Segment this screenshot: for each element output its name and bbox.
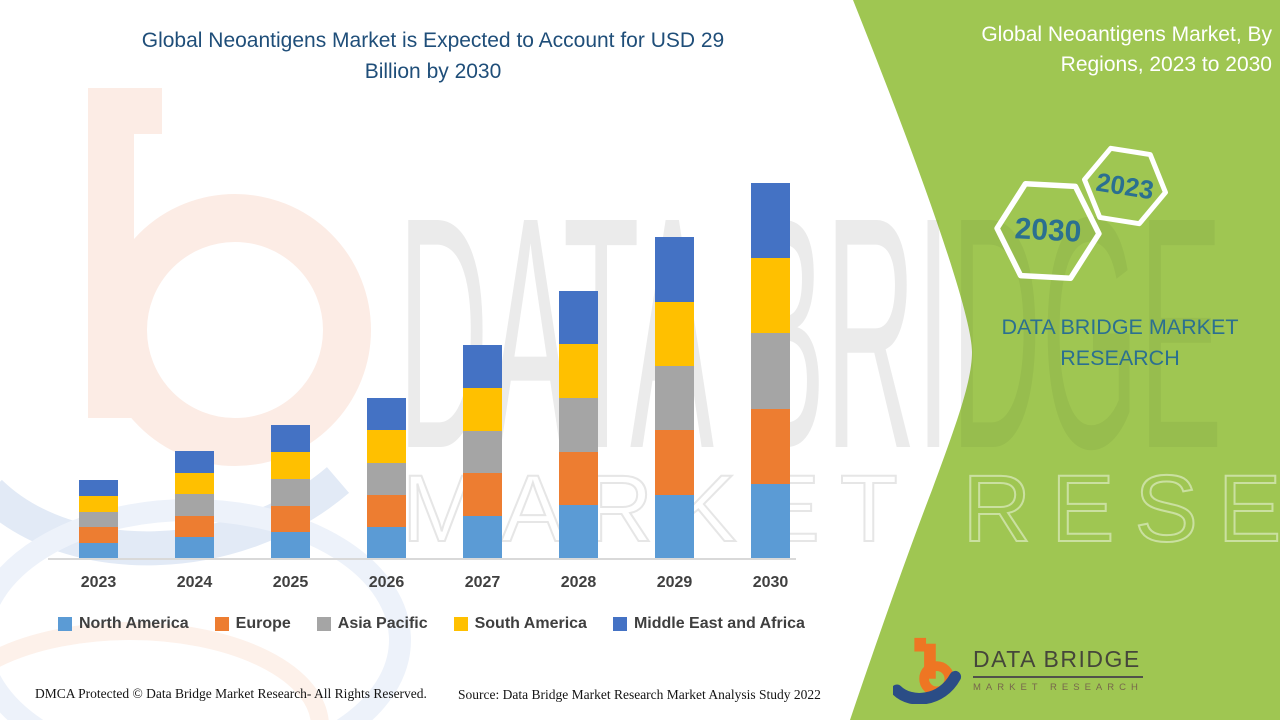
bar-2030: [751, 183, 790, 559]
dbmr-logo-text: DATA BRIDGE MARKET RESEARCH: [973, 646, 1143, 693]
bar-2026-segment-middle-east-and-africa: [367, 398, 406, 431]
x-axis-label-2025: 2025: [272, 574, 309, 591]
bar-2027-segment-europe: [463, 473, 502, 517]
bar-2024-segment-south-america: [175, 472, 214, 495]
dmca-footer-text: DMCA Protected © Data Bridge Market Rese…: [35, 686, 427, 701]
bar-2024-segment-north-america: [175, 537, 214, 559]
bar-2030-segment-europe: [751, 408, 790, 484]
bar-2026-segment-asia-pacific: [367, 462, 406, 495]
bar-2027-segment-north-america: [463, 516, 502, 559]
bar-2028: [559, 290, 598, 559]
panel-brand-text: DATA BRIDGE MARKET RESEARCH: [975, 312, 1265, 374]
bar-2026: [367, 398, 406, 559]
panel-title: Global Neoantigens Market, By Regions, 2…: [912, 20, 1272, 80]
x-axis-label-2024: 2024: [176, 574, 213, 591]
bar-2028-segment-middle-east-and-africa: [559, 290, 598, 345]
legend-label: South America: [474, 615, 587, 632]
dbmr-logo-title: DATA BRIDGE: [973, 646, 1143, 678]
bar-2026-segment-south-america: [367, 430, 406, 463]
bar-2026-segment-europe: [367, 494, 406, 527]
chart-title-line-2: Billion by 2030: [364, 60, 502, 83]
bar-2028-segment-europe: [559, 451, 598, 506]
bar-2029-segment-south-america: [655, 301, 694, 367]
bar-2030-segment-north-america: [751, 483, 790, 559]
legend-swatch-icon: [316, 617, 331, 631]
x-axis-label-2029: 2029: [656, 574, 693, 591]
bar-2030-segment-south-america: [751, 258, 790, 334]
hexagon-2030: 2030: [991, 177, 1104, 285]
legend-swatch-icon: [612, 617, 627, 631]
panel-title-line-1: Global Neoantigens Market, By: [981, 23, 1272, 46]
x-axis-line: [48, 558, 796, 560]
bar-2025-segment-middle-east-and-africa: [271, 425, 310, 453]
plot-area: [0, 183, 853, 559]
x-axis-label-2026: 2026: [368, 574, 405, 591]
bar-2023-segment-europe: [79, 527, 118, 544]
x-axis-label-2023: 2023: [80, 574, 117, 591]
bar-2025-segment-south-america: [271, 452, 310, 479]
hexagon-2030-label: 2030: [1013, 212, 1083, 249]
x-axis-label-2030: 2030: [752, 574, 789, 591]
x-axis-label-2028: 2028: [560, 574, 597, 591]
legend-label: Europe: [235, 615, 291, 632]
bar-2030-segment-middle-east-and-africa: [751, 183, 790, 259]
bar-2029: [655, 237, 694, 559]
x-axis-labels: 2023 2024 2025 2026 2027 2028 2029 2030: [0, 574, 853, 598]
panel-title-line-2: Regions, 2023 to 2030: [1060, 53, 1272, 76]
dbmr-logo: DATA BRIDGE MARKET RESEARCH: [893, 634, 1143, 704]
bar-2030-segment-asia-pacific: [751, 333, 790, 409]
legend-item-asia-pacific: Asia Pacific: [316, 615, 428, 633]
bar-2029-segment-middle-east-and-africa: [655, 237, 694, 302]
legend-swatch-icon: [214, 617, 229, 631]
chart-legend: North America Europe Asia Pacific South Ame…: [58, 615, 805, 633]
bar-2024-segment-europe: [175, 515, 214, 538]
bar-2027-segment-south-america: [463, 387, 502, 431]
hexagon-2023: 2023: [1075, 140, 1174, 233]
bar-2028-segment-south-america: [559, 344, 598, 398]
bar-2028-segment-north-america: [559, 505, 598, 559]
legend-item-south-america: South America: [453, 615, 587, 633]
bar-2026-segment-north-america: [367, 526, 406, 559]
bar-2028-segment-asia-pacific: [559, 397, 598, 452]
bar-2029-segment-north-america: [655, 494, 694, 559]
legend-item-middle-east-and-africa: Middle East and Africa: [612, 615, 805, 633]
source-footer-text: Source: Data Bridge Market Research Mark…: [458, 687, 821, 702]
bar-2025: [271, 425, 310, 559]
bar-2027-segment-middle-east-and-africa: [463, 345, 502, 388]
bar-2024-segment-middle-east-and-africa: [175, 451, 214, 473]
legend-swatch-icon: [58, 617, 72, 631]
legend-swatch-icon: [453, 617, 468, 631]
chart-title-line-1: Global Neoantigens Market is Expected to…: [141, 29, 725, 52]
bar-2023-segment-north-america: [79, 543, 118, 559]
bar-2025-segment-asia-pacific: [271, 478, 310, 506]
legend-label: Asia Pacific: [337, 615, 428, 632]
bar-2029-segment-europe: [655, 430, 694, 495]
dbmr-logo-subtitle: MARKET RESEARCH: [973, 681, 1143, 693]
x-axis-label-2027: 2027: [464, 574, 501, 591]
bar-2029-segment-asia-pacific: [655, 366, 694, 431]
legend-item-europe: Europe: [214, 615, 291, 633]
bar-2023-segment-south-america: [79, 495, 118, 512]
chart-title: Global Neoantigens Market is Expected to…: [58, 25, 808, 87]
legend-item-north-america: North America: [58, 615, 189, 633]
bar-2027-segment-asia-pacific: [463, 430, 502, 474]
bar-2025-segment-north-america: [271, 532, 310, 559]
panel-brand-line-2: RESEARCH: [1060, 346, 1180, 370]
panel-brand-line-1: DATA BRIDGE MARKET: [1001, 315, 1239, 339]
hexagon-outline-icon: [994, 181, 1102, 281]
bar-2023-segment-asia-pacific: [79, 511, 118, 528]
legend-label: Middle East and Africa: [633, 615, 805, 632]
bar-2027: [463, 345, 502, 559]
dbmr-logo-icon: [893, 637, 962, 704]
bar-2023-segment-middle-east-and-africa: [79, 479, 118, 496]
bar-2024: [175, 451, 214, 559]
bar-2025-segment-europe: [271, 505, 310, 533]
hexagon-outline-icon: [1082, 145, 1168, 227]
legend-label: North America: [79, 615, 189, 632]
bar-2024-segment-asia-pacific: [175, 494, 214, 516]
bar-2023: [79, 479, 118, 559]
